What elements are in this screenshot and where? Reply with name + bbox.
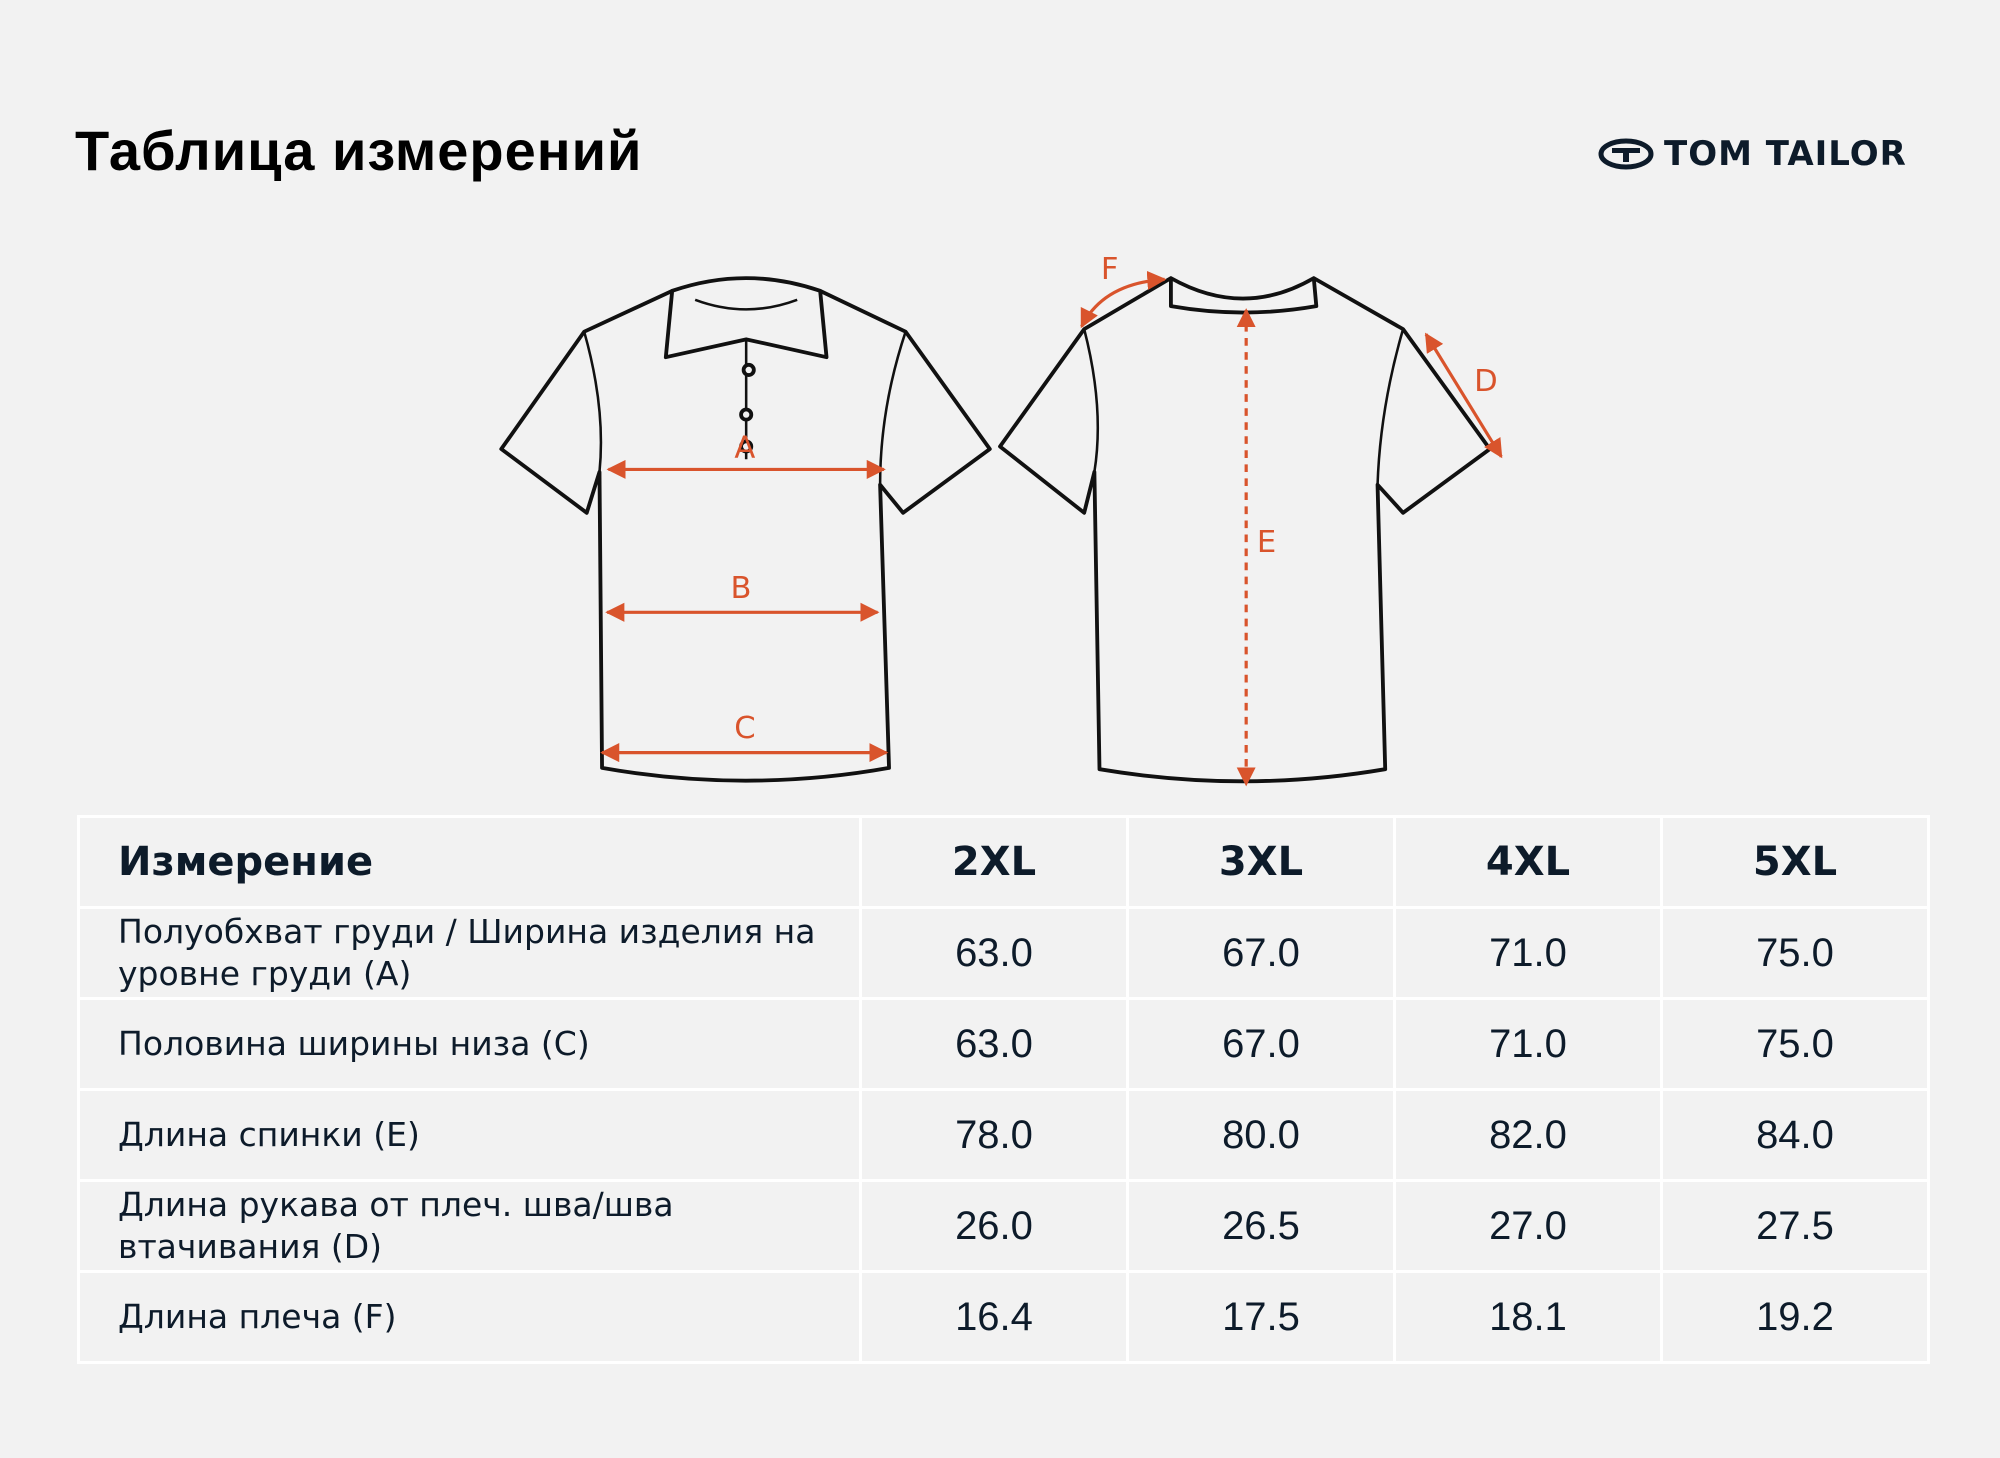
header-row: Измерение 2XL 3XL 4XL 5XL — [77, 815, 1930, 909]
cell-value: 67.0 — [1126, 906, 1396, 1000]
measure-label: B — [731, 571, 752, 606]
table-row: Длина рукава от плеч. шва/шва втачивания… — [77, 1179, 1930, 1273]
cell-value: 75.0 — [1660, 997, 1930, 1091]
cell-value: 82.0 — [1393, 1088, 1663, 1182]
measure-label: D — [1474, 364, 1498, 399]
measure-label: A — [734, 431, 755, 466]
column-header: Измерение — [77, 815, 862, 909]
cell-value: 78.0 — [859, 1088, 1129, 1182]
size-table: Измерение 2XL 3XL 4XL 5XL Полуобхват груди / … — [77, 815, 1930, 1364]
cell-value: 17.5 — [1126, 1270, 1396, 1364]
table-row: Полуобхват груди / Ширина изделия на уро… — [77, 906, 1930, 1000]
cell-value: 26.0 — [859, 1179, 1129, 1273]
cell-value: 80.0 — [1126, 1088, 1396, 1182]
measure-label: C — [734, 711, 755, 746]
column-header: 2XL — [859, 815, 1129, 909]
column-header: 5XL — [1660, 815, 1930, 909]
cell-value: 19.2 — [1660, 1270, 1930, 1364]
cell-value: 84.0 — [1660, 1088, 1930, 1182]
row-label: Половина ширины низа (C) — [77, 997, 862, 1091]
measure-label: E — [1257, 525, 1276, 560]
row-label: Длина плеча (F) — [77, 1270, 862, 1364]
table-row: Половина ширины низа (C) 63.0 67.0 71.0 75.0 — [77, 997, 1930, 1091]
cell-value: 71.0 — [1393, 997, 1663, 1091]
page-title: Таблица измерений — [75, 119, 643, 182]
cell-value: 71.0 — [1393, 906, 1663, 1000]
table-row: Длина плеча (F) 16.4 17.5 18.1 19.2 — [77, 1270, 1930, 1364]
measure-label: F — [1101, 252, 1119, 287]
table-row: Длина спинки (E) 78.0 80.0 82.0 84.0 — [77, 1088, 1930, 1182]
row-label: Полуобхват груди / Ширина изделия на уро… — [77, 906, 862, 1000]
cell-value: 27.5 — [1660, 1179, 1930, 1273]
column-header: 3XL — [1126, 815, 1396, 909]
row-label: Длина рукава от плеч. шва/шва втачивания… — [77, 1179, 862, 1273]
cell-value: 18.1 — [1393, 1270, 1663, 1364]
cell-value: 16.4 — [859, 1270, 1129, 1364]
logo-icon — [1598, 138, 1654, 170]
logo: TOM TAILOR — [1598, 134, 1907, 174]
cell-value: 63.0 — [859, 997, 1129, 1091]
brand-name: TOM TAILOR — [1664, 134, 1907, 174]
cell-value: 63.0 — [859, 906, 1129, 1000]
cell-value: 67.0 — [1126, 997, 1396, 1091]
cell-value: 26.5 — [1126, 1179, 1396, 1273]
row-label: Длина спинки (E) — [77, 1088, 862, 1182]
measure-lines — [600, 270, 1503, 787]
cell-value: 27.0 — [1393, 1179, 1663, 1273]
shirt-front — [499, 276, 992, 783]
cell-value: 75.0 — [1660, 906, 1930, 1000]
column-header: 4XL — [1393, 815, 1663, 909]
